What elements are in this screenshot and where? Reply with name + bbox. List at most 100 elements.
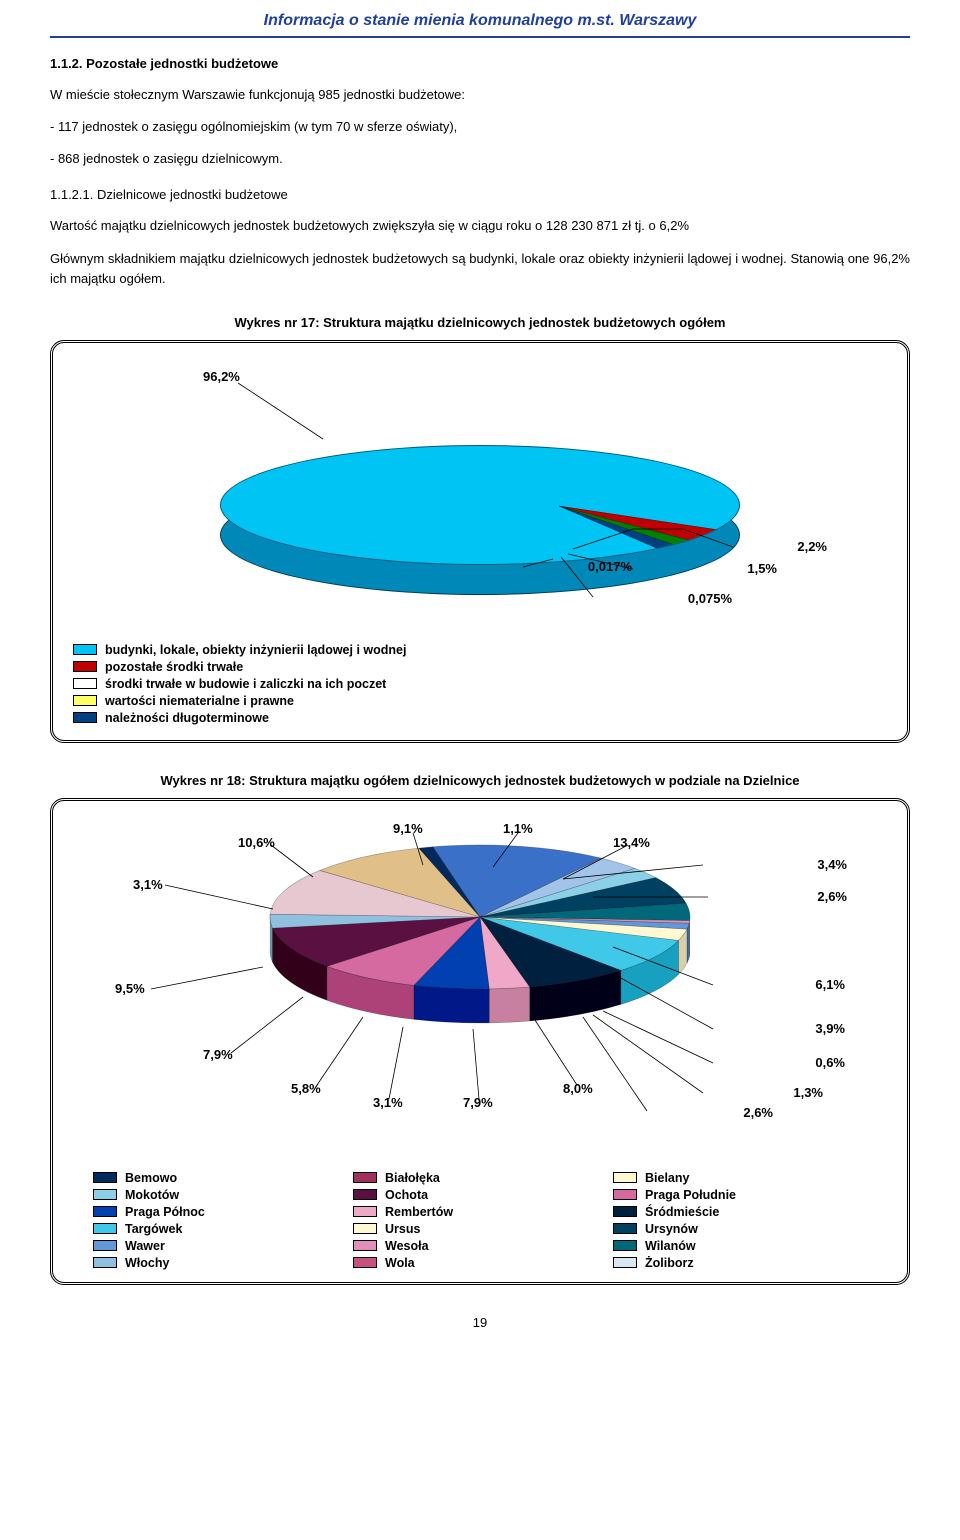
intro-paragraph: W mieście stołecznym Warszawie funkcjonu… [50, 85, 910, 105]
legend-label: Wilanów [645, 1239, 696, 1253]
legend-label: Białołęka [385, 1171, 440, 1185]
legend-swatch [353, 1223, 377, 1234]
legend-swatch [73, 678, 97, 689]
legend-label: środki trwałe w budowie i zaliczki na ic… [105, 677, 386, 691]
chart2-legend-item: Śródmieście [613, 1205, 867, 1219]
chart2-legend-item: Targówek [93, 1222, 347, 1236]
legend-swatch [613, 1172, 637, 1183]
legend-swatch [93, 1223, 117, 1234]
chart2-pie: 10,6% 9,1% 1,1% 13,4% 3,4% 3,1% 2,6% 9,5… [73, 817, 887, 1157]
chart2-legend-item: Wola [353, 1256, 607, 1270]
chart2-legend: Bemowo Białołęka Bielany Mokotów Ochota Praga… [73, 1171, 887, 1270]
legend-label: Wesoła [385, 1239, 429, 1253]
chart2-legend-item: Ochota [353, 1188, 607, 1202]
c2-l4: 13,4% [613, 835, 650, 850]
c2-l11: 3,9% [815, 1021, 845, 1036]
legend-label: budynki, lokale, obiekty inżynierii lądo… [105, 643, 406, 657]
chart2-legend-item: Białołęka [353, 1171, 607, 1185]
chart2-legend-item: Wawer [93, 1239, 347, 1253]
page-number: 19 [50, 1315, 910, 1330]
legend-label: Wawer [125, 1239, 165, 1253]
legend-swatch [353, 1189, 377, 1200]
c2-l3: 1,1% [503, 821, 533, 836]
legend-swatch [93, 1240, 117, 1251]
legend-label: Włochy [125, 1256, 169, 1270]
c2-l16: 0,6% [815, 1055, 845, 1070]
chart2-legend-item: Rembertów [353, 1205, 607, 1219]
chart2-legend-item: Ursus [353, 1222, 607, 1236]
chart2-legend-item: Praga Północ [93, 1205, 347, 1219]
c2-l2: 9,1% [393, 821, 423, 836]
legend-label: pozostałe środki trwałe [105, 660, 243, 674]
section-heading: 1.1.2. Pozostałe jednostki budżetowe [50, 56, 910, 71]
c2-l18: 1,3% [793, 1085, 823, 1100]
chart2-frame: 10,6% 9,1% 1,1% 13,4% 3,4% 3,1% 2,6% 9,5… [50, 798, 910, 1285]
legend-swatch [353, 1172, 377, 1183]
chart2-legend-item: Bemowo [93, 1171, 347, 1185]
legend-label: Żoliborz [645, 1256, 694, 1270]
legend-swatch [353, 1240, 377, 1251]
c2-l13: 3,1% [373, 1095, 403, 1110]
chart1-legend-item: pozostałe środki trwałe [73, 660, 887, 674]
legend-label: Targówek [125, 1222, 182, 1236]
c2-l15: 8,0% [563, 1081, 593, 1096]
legend-swatch [93, 1206, 117, 1217]
c2-l10: 7,9% [203, 1047, 233, 1062]
chart1-legend: budynki, lokale, obiekty inżynierii lądo… [73, 643, 887, 725]
legend-label: Ochota [385, 1188, 428, 1202]
legend-swatch [73, 695, 97, 706]
chart1-legend-item: należności długoterminowe [73, 711, 887, 725]
legend-swatch [613, 1223, 637, 1234]
c2-l7: 2,6% [817, 889, 847, 904]
c2-l1: 10,6% [238, 835, 275, 850]
chart1-legend-item: środki trwałe w budowie i zaliczki na ic… [73, 677, 887, 691]
chart1-legend-item: budynki, lokale, obiekty inżynierii lądo… [73, 643, 887, 657]
chart2-title: Wykres nr 18: Struktura majątku ogółem d… [50, 773, 910, 788]
list-item-2: - 868 jednostek o zasięgu dzielnicowym. [50, 149, 910, 169]
chart1-title: Wykres nr 17: Struktura majątku dzielnic… [50, 315, 910, 330]
chart2-legend-item: Wesoła [353, 1239, 607, 1253]
legend-swatch [73, 644, 97, 655]
c2-l12: 5,8% [291, 1081, 321, 1096]
c2-l9: 6,1% [815, 977, 845, 992]
c2-l8: 9,5% [115, 981, 145, 996]
legend-label: Bielany [645, 1171, 689, 1185]
legend-swatch [93, 1172, 117, 1183]
legend-swatch [73, 712, 97, 723]
chart2-legend-item: Ursynów [613, 1222, 867, 1236]
c2-l14: 7,9% [463, 1095, 493, 1110]
legend-label: Wola [385, 1256, 415, 1270]
legend-swatch [613, 1206, 637, 1217]
chart1-legend-item: wartości niematerialne i prawne [73, 694, 887, 708]
legend-label: Bemowo [125, 1171, 177, 1185]
chart1-pie: 96,2% 2,2% 1,5% 0,017% 0,075% [73, 359, 887, 639]
legend-swatch [613, 1240, 637, 1251]
chart2-legend-item: Żoliborz [613, 1256, 867, 1270]
legend-label: Praga Południe [645, 1188, 736, 1202]
legend-label: Praga Północ [125, 1205, 205, 1219]
chart2-legend-item: Bielany [613, 1171, 867, 1185]
legend-swatch [93, 1189, 117, 1200]
legend-label: Rembertów [385, 1205, 453, 1219]
chart2-legend-item: Włochy [93, 1256, 347, 1270]
legend-label: Mokotów [125, 1188, 179, 1202]
chart2-legend-item: Praga Południe [613, 1188, 867, 1202]
c2-l6: 3,1% [133, 877, 163, 892]
legend-label: wartości niematerialne i prawne [105, 694, 294, 708]
legend-swatch [93, 1257, 117, 1268]
legend-swatch [73, 661, 97, 672]
legend-label: należności długoterminowe [105, 711, 269, 725]
legend-label: Ursynów [645, 1222, 698, 1236]
header-rule [50, 36, 910, 38]
legend-label: Śródmieście [645, 1205, 719, 1219]
c2-l5: 3,4% [817, 857, 847, 872]
legend-swatch [353, 1206, 377, 1217]
subsection-heading: 1.1.2.1. Dzielnicowe jednostki budżetowe [50, 187, 910, 202]
legend-label: Ursus [385, 1222, 420, 1236]
paragraph-2: Wartość majątku dzielnicowych jednostek … [50, 216, 910, 236]
chart2-legend-item: Wilanów [613, 1239, 867, 1253]
c2-l17: 2,6% [743, 1105, 773, 1120]
chart2-legend-item: Mokotów [93, 1188, 347, 1202]
legend-swatch [613, 1189, 637, 1200]
chart1-frame: 96,2% 2,2% 1,5% 0,017% 0,075% [50, 340, 910, 743]
